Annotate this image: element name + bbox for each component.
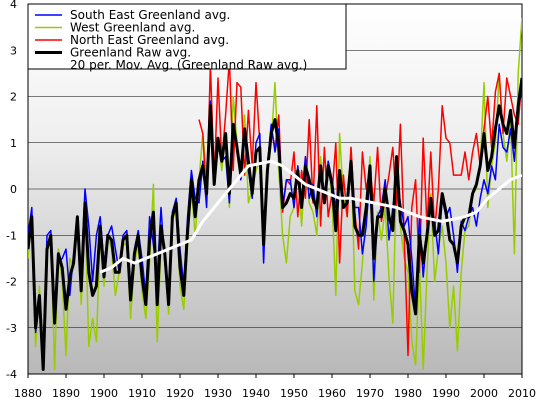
x-tick-label: 1990: [432, 387, 460, 400]
x-tick-label: 1970: [356, 387, 384, 400]
x-tick-label: 2010: [508, 387, 536, 400]
y-tick-label: -1: [6, 229, 17, 242]
legend-label-3: Greenland Raw avg.: [70, 46, 191, 60]
y-tick-label: -4: [6, 368, 17, 381]
legend: South East Greenland avg.West Greenland …: [27, 3, 347, 72]
y-tick-label: 0: [10, 183, 17, 196]
series-line-4: [99, 159, 522, 274]
x-tick-label: 1980: [394, 387, 422, 400]
x-tick-label: 1940: [242, 387, 270, 400]
y-tick-label: 1: [10, 137, 17, 150]
legend-label-0: South East Greenland avg.: [70, 8, 230, 22]
x-tick-label: 1890: [52, 387, 80, 400]
series-layer: [28, 17, 522, 371]
x-tick-label: 1950: [280, 387, 308, 400]
x-tick-label: 1960: [318, 387, 346, 400]
y-tick-label: 3: [10, 44, 17, 57]
x-tick-label: 1880: [14, 387, 42, 400]
y-axis-ticks: 4 3 2 1 0 -1 -2 -3 -4: [6, 0, 17, 381]
x-axis-ticks: 1880 1890 1900 1910 1920 1930 1940 1950 1960 1970…: [14, 374, 536, 400]
legend-label-1: West Greenland avg.: [70, 21, 195, 35]
series-line-0: [28, 91, 522, 357]
legend-box: [27, 3, 347, 70]
y-tick-label: 2: [10, 91, 17, 104]
x-tick-label: 1900: [90, 387, 118, 400]
y-tick-label: -3: [6, 322, 17, 335]
x-tick-label: 2000: [470, 387, 498, 400]
x-tick-label: 1910: [128, 387, 156, 400]
x-tick-label: 1930: [204, 387, 232, 400]
legend-label-4: 20 per. Mov. Avg. (Greenland Raw avg.): [70, 58, 307, 72]
legend-label-2: North East Greenland avg.: [70, 33, 229, 47]
series-line-3: [28, 77, 522, 371]
y-tick-label: -2: [6, 276, 17, 289]
x-tick-label: 1920: [166, 387, 194, 400]
y-tick-label: 4: [10, 0, 17, 11]
